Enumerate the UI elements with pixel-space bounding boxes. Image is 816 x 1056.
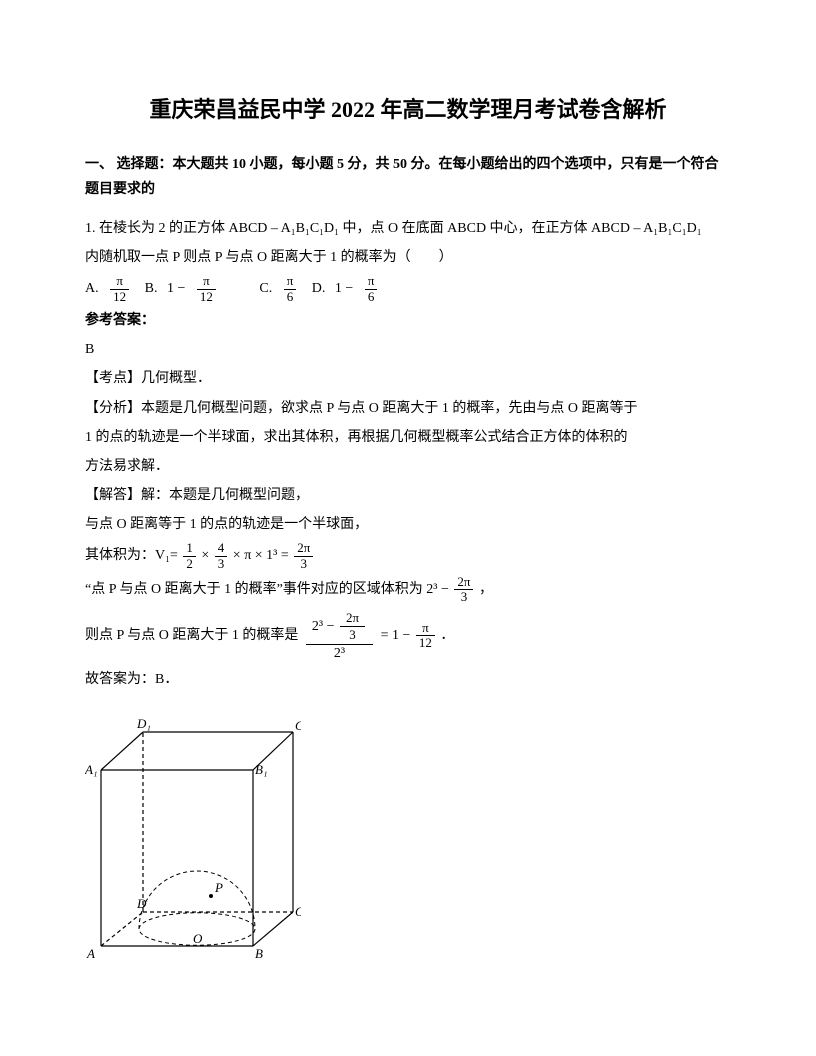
jieda-line-2: 与点 O 距离等于 1 的点的轨迹是一个半球面， (85, 512, 731, 537)
fenxi-line-3: 方法易求解． (85, 454, 731, 479)
event-line: “点 P 与点 O 距离大于 1 的概率”事件对应的区域体积为 2³ − 2π … (85, 575, 731, 605)
big-frac-num: 2³ − 2π3 (306, 609, 373, 646)
opt-c-label: C. (231, 281, 275, 296)
cube-figure: A B C D A₁ B₁ C₁ D₁ P O (85, 700, 731, 973)
num: π (284, 274, 297, 289)
probability-line: 则点 P 与点 O 距离大于 1 的概率是 2³ − 2π3 2³ = 1 − … (85, 609, 731, 663)
den: 12 (197, 290, 216, 304)
cube-svg: A B C D A₁ B₁ C₁ D₁ P O (85, 700, 301, 964)
num: π (365, 274, 378, 289)
num: π (110, 274, 129, 289)
event-comma: ， (479, 582, 493, 597)
times-1: × (201, 548, 212, 563)
frac-half: 1 2 (183, 541, 196, 571)
prob-prefix: 则点 P 与点 O 距离大于 1 的概率是 (85, 628, 302, 643)
num: 1 (183, 541, 196, 556)
svg-text:P: P (214, 880, 223, 895)
q1-stem-line-1: 1. 在棱长为 2 的正方体 ABCD – A₁B₁C₁D₁ 中，点 O 在底面… (85, 216, 731, 241)
opt-b-label: B. (145, 281, 161, 296)
opt-a-frac: π 12 (110, 274, 135, 304)
frac-2pi-3: 2π 3 (294, 541, 313, 571)
vol-prefix: 其体积为：V₁= (85, 548, 181, 563)
svg-text:A₁: A₁ (85, 762, 97, 777)
fenxi-line-1: 【分析】本题是几何概型问题，欲求点 P 与点 O 距离大于 1 的概率，先由与点… (85, 396, 731, 421)
den: 6 (284, 290, 297, 304)
big-frac: 2³ − 2π3 2³ (306, 609, 373, 663)
frac-2pi-3-b: 2π 3 (454, 575, 473, 605)
opt-b-frac: π 12 (197, 274, 222, 304)
num: π (416, 621, 435, 636)
equals: = (381, 628, 392, 643)
num: 4 (215, 541, 228, 556)
section-1-heading: 一、 选择题：本大题共 10 小题，每小题 5 分，共 50 分。在每小题给出的… (85, 152, 731, 202)
volume-line: 其体积为：V₁= 1 2 × 4 3 × π × 1³ = 2π 3 (85, 541, 731, 571)
inner-frac: 2π3 (340, 610, 365, 644)
one-minus: 1 − (392, 628, 414, 643)
opt-b-prefix: 1 − (167, 281, 189, 296)
svg-text:C₁: C₁ (295, 718, 301, 733)
big-frac-den: 2³ (306, 645, 373, 662)
period: ． (440, 628, 454, 643)
event-text: “点 P 与点 O 距离大于 1 的概率”事件对应的区域体积为 2³ − (85, 582, 452, 597)
num: 2π (454, 575, 473, 590)
svg-text:A: A (86, 946, 95, 961)
den: 12 (416, 636, 435, 650)
q1-stem-line-2: 内随机取一点 P 则点 P 与点 O 距离大于 1 的概率为（ ） (85, 245, 731, 270)
page-title: 重庆荣昌益民中学 2022 年高二数学理月考试卷含解析 (85, 90, 731, 130)
kaodian: 【考点】几何概型． (85, 366, 731, 391)
jieda-line-1: 【解答】解：本题是几何概型问题， (85, 483, 731, 508)
final-answer-line: 故答案为：B． (85, 667, 731, 692)
num: 2π (340, 610, 365, 627)
den: 3 (294, 557, 313, 571)
bf-num-l: 2³ − (312, 619, 338, 634)
den: 2 (183, 557, 196, 571)
frac-four-thirds: 4 3 (215, 541, 228, 571)
opt-d-frac: π 6 (365, 274, 384, 304)
den: 6 (365, 290, 378, 304)
fenxi-line-2: 1 的点的轨迹是一个半球面，求出其体积，再根据几何概型概率公式结合正方体的体积的 (85, 425, 731, 450)
den: 3 (340, 627, 365, 643)
q1-options: A. π 12 B. 1 − π 12 C. π 6 D. 1 − π 6 (85, 274, 731, 304)
num: 2π (294, 541, 313, 556)
opt-c-frac: π 6 (284, 274, 303, 304)
opt-d-prefix: 1 − (335, 281, 357, 296)
den: 3 (454, 590, 473, 604)
svg-text:C: C (295, 904, 301, 919)
answer-letter: B (85, 337, 731, 362)
svg-text:O: O (193, 931, 203, 946)
question-1: 1. 在棱长为 2 的正方体 ABCD – A₁B₁C₁D₁ 中，点 O 在底面… (85, 216, 731, 973)
svg-text:B: B (255, 946, 263, 961)
num: π (197, 274, 216, 289)
opt-a-label: A. (85, 281, 102, 296)
svg-text:D₁: D₁ (136, 716, 151, 731)
times-pi: × π × 1³ = (233, 548, 292, 563)
den: 12 (110, 290, 129, 304)
svg-text:B₁: B₁ (255, 762, 267, 777)
answer-label: 参考答案： (85, 308, 731, 333)
frac-pi-12-result: π 12 (416, 621, 435, 651)
den: 3 (215, 557, 228, 571)
opt-d-label: D. (312, 281, 329, 296)
svg-text:D: D (136, 896, 147, 911)
